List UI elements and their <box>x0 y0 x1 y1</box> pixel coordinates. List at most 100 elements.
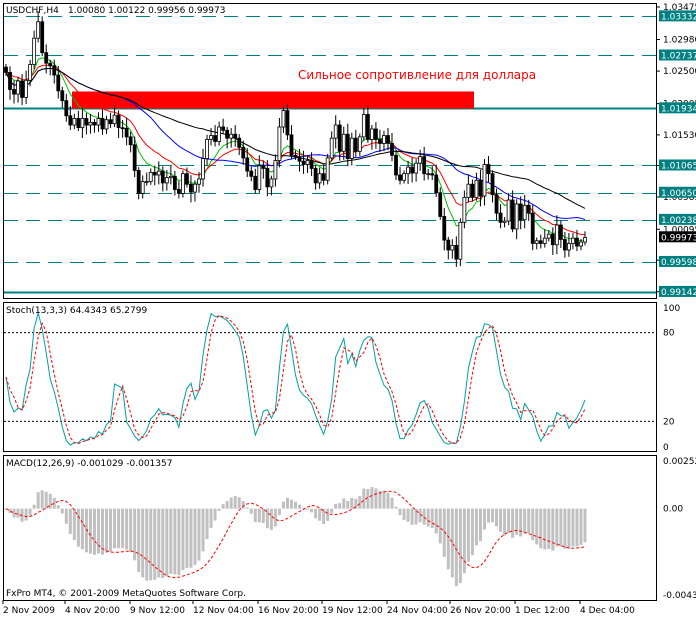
macd-bar <box>523 508 527 534</box>
macd-bar <box>499 508 503 532</box>
candle-body <box>213 135 217 142</box>
price-tick-label: 1.02980 <box>663 36 696 46</box>
level-tag-label: 1.01065 <box>661 161 696 171</box>
candle-body <box>217 126 222 142</box>
candle-body <box>353 137 358 152</box>
time-tick-label: 4 Dec 04:00 <box>580 606 635 616</box>
candle-body <box>124 127 129 138</box>
macd-bar <box>161 508 165 579</box>
candle-body <box>442 216 447 241</box>
macd-bar <box>374 488 378 509</box>
macd-bar <box>491 508 495 523</box>
candle-body <box>321 173 326 181</box>
macd-bar <box>382 490 386 509</box>
macd-bar <box>289 499 293 509</box>
macd-bar <box>390 497 394 509</box>
macd-bar <box>302 507 306 509</box>
candle-body <box>253 175 258 190</box>
candle-body <box>60 90 65 102</box>
candle-body <box>185 173 189 185</box>
macd-bar <box>233 495 237 509</box>
time-tick-label: 16 Nov 20:00 <box>258 606 319 616</box>
candle-body <box>172 175 177 190</box>
candle-body <box>317 173 322 184</box>
macd-tick-label: 0.00 <box>663 505 683 515</box>
candle-body <box>144 181 149 183</box>
resistance-zone[interactable] <box>72 91 474 109</box>
macd-bar <box>370 487 374 509</box>
time-tick-label: 2 Nov 2009 <box>3 606 55 616</box>
macd-bar <box>402 508 406 520</box>
macd-bar <box>193 508 197 565</box>
candle-body <box>349 137 354 159</box>
candle-body <box>273 160 278 180</box>
candle-body <box>538 240 543 244</box>
candle-body <box>466 183 471 198</box>
level-tag-label: 0.99598 <box>661 258 696 268</box>
level-tag <box>659 102 696 114</box>
macd-bar <box>563 508 567 549</box>
macd-bar <box>105 508 109 553</box>
candle-body <box>160 170 165 184</box>
macd-bar <box>121 508 125 548</box>
macd-bar <box>84 508 88 553</box>
macd-bar <box>478 508 482 542</box>
macd-bar <box>96 508 100 554</box>
candle-body <box>176 189 181 194</box>
time-tick-label: 4 Nov 20:00 <box>65 606 120 616</box>
macd-bar <box>24 508 28 521</box>
candle-body <box>233 133 238 139</box>
macd-bar <box>173 508 177 575</box>
price-tick-label: 1.02500 <box>663 67 696 77</box>
candle-body <box>245 157 250 172</box>
level-tag-label: 1.01934 <box>661 104 696 114</box>
stoch-tick-label: 0 <box>663 443 669 453</box>
candle-body <box>579 241 583 247</box>
candle-body <box>341 133 346 152</box>
price-axis: 1.034751.029801.025001.020051.015301.010… <box>656 3 696 298</box>
oscillator-axis: 100 80 20 0 0.002521 0.00 -0.004371 <box>663 304 696 601</box>
macd-bar <box>113 508 117 549</box>
resistance-annotation: Сильное сопротивление для доллара <box>298 68 536 82</box>
candle-body <box>96 118 101 126</box>
macd-bar <box>422 508 426 525</box>
stoch-signal-line <box>5 314 586 445</box>
macd-bar <box>555 508 559 547</box>
candle-body <box>498 212 503 223</box>
candle-body <box>40 21 45 54</box>
macd-bar <box>253 508 257 522</box>
macd-bar <box>495 508 499 527</box>
macd-bar <box>181 508 185 571</box>
candle-body <box>309 160 314 169</box>
candle-body <box>329 137 334 159</box>
macd-bar <box>229 497 233 509</box>
macd-bar <box>350 497 354 509</box>
macd-bar <box>342 498 346 509</box>
candle-body <box>583 237 587 243</box>
macd-bar <box>133 508 137 561</box>
macd-bar <box>362 488 366 509</box>
candle-body <box>205 139 209 159</box>
time-tick-label: 1 Dec 12:00 <box>515 606 570 616</box>
macd-bar <box>434 508 438 534</box>
candle-body <box>558 224 563 240</box>
macd-bar <box>285 497 289 509</box>
macd-bar <box>531 508 535 541</box>
price-tick-label: 1.03475 <box>663 3 696 13</box>
candle-body <box>44 52 49 64</box>
candle-body <box>4 66 8 73</box>
candle-body <box>357 136 362 152</box>
candle-body <box>257 165 262 190</box>
macd-bar <box>221 504 225 509</box>
macd-bar <box>76 508 80 547</box>
candle-body <box>394 154 398 176</box>
macd-bar <box>209 508 213 528</box>
candle-body <box>313 168 318 184</box>
candle-body <box>16 80 20 95</box>
candle-body <box>554 224 559 246</box>
macd-bar <box>28 508 32 516</box>
level-tag-label: 0.99142 <box>661 288 696 298</box>
candle-body <box>281 110 286 128</box>
macd-bar <box>507 508 511 533</box>
macd-bar <box>189 508 193 568</box>
